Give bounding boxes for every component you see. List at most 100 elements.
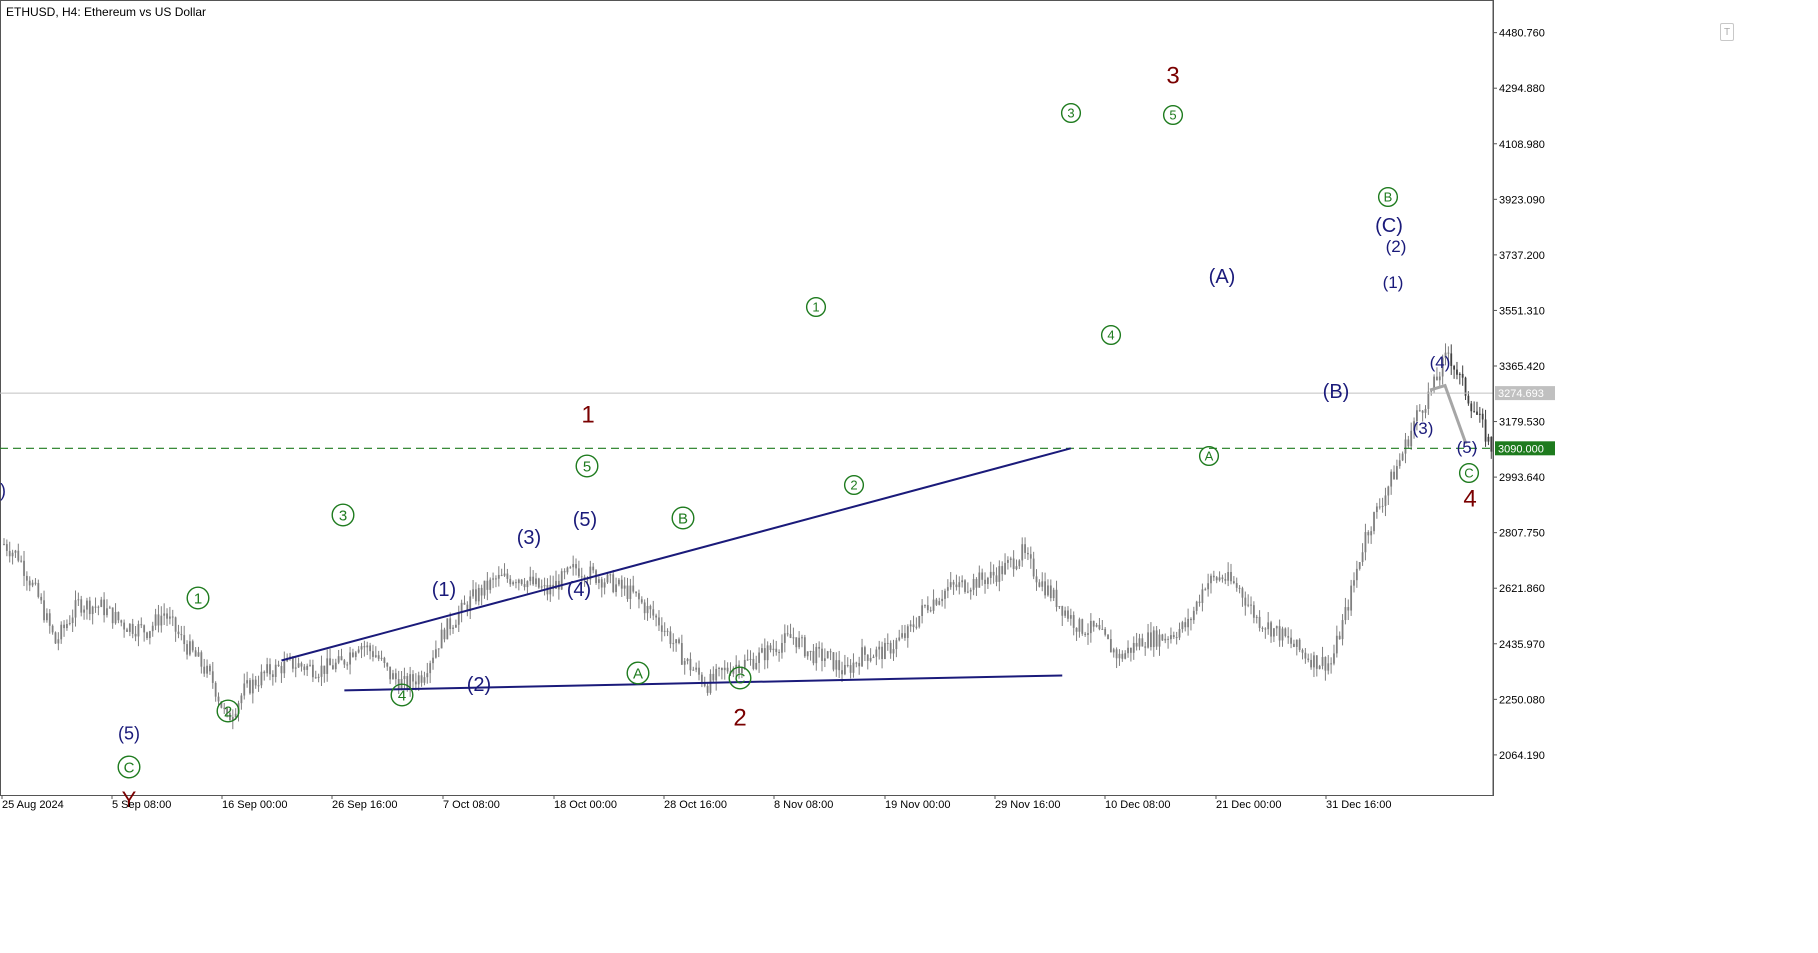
candle-body bbox=[1321, 657, 1324, 666]
candle-body bbox=[1393, 471, 1395, 480]
candle-body bbox=[1072, 615, 1075, 628]
candle-body bbox=[1252, 605, 1255, 618]
candle-body bbox=[761, 648, 763, 653]
candle-body bbox=[884, 642, 886, 660]
candle-body bbox=[1167, 638, 1169, 640]
candle-body bbox=[426, 673, 429, 678]
wave-label: 2 bbox=[224, 703, 232, 720]
candle-body bbox=[472, 589, 474, 597]
candle-body bbox=[672, 643, 675, 645]
candle-body bbox=[872, 656, 875, 659]
candle-body bbox=[623, 585, 626, 589]
candle-body bbox=[926, 605, 929, 611]
wave-label: (A) bbox=[1209, 266, 1236, 288]
candle-body bbox=[291, 656, 294, 669]
wave-label-circle bbox=[1198, 445, 1220, 467]
candle-body bbox=[1250, 604, 1252, 606]
candle-body bbox=[1215, 577, 1218, 581]
candle-body bbox=[432, 657, 434, 664]
candle-body bbox=[151, 625, 154, 632]
candle-body bbox=[1310, 659, 1312, 668]
candle-body bbox=[380, 657, 383, 659]
candle-body bbox=[154, 614, 157, 626]
candle-body bbox=[1127, 647, 1129, 654]
candle-body bbox=[117, 611, 120, 621]
candle-body bbox=[94, 606, 97, 608]
candle-body bbox=[806, 651, 809, 657]
candle-body bbox=[904, 633, 906, 638]
candle-body bbox=[1450, 353, 1453, 366]
candle-body bbox=[1470, 403, 1473, 412]
candle-body bbox=[17, 550, 20, 561]
candle-body bbox=[43, 600, 45, 621]
candle-body bbox=[1190, 618, 1192, 621]
candle-body bbox=[1175, 637, 1178, 639]
candle-body bbox=[1009, 558, 1012, 560]
candle-body bbox=[523, 584, 526, 588]
candle-body bbox=[1335, 635, 1338, 654]
candle-body bbox=[1061, 606, 1064, 616]
wave-label: A bbox=[1205, 449, 1214, 464]
candle-body bbox=[1481, 413, 1484, 420]
candle-body bbox=[655, 615, 658, 618]
candle-body bbox=[1390, 471, 1393, 487]
candle-body bbox=[735, 664, 738, 669]
y-tick-label: 3365.420 bbox=[1499, 361, 1545, 373]
candle-body bbox=[1124, 653, 1127, 659]
candle-body bbox=[949, 582, 952, 588]
wave-label: 4 bbox=[398, 687, 406, 704]
candle-body bbox=[961, 580, 964, 583]
wave-label: 1 bbox=[812, 300, 819, 315]
candle-body bbox=[1327, 663, 1330, 671]
candle-body bbox=[297, 663, 300, 668]
candle-body bbox=[495, 578, 497, 580]
candle-body bbox=[1304, 652, 1307, 659]
candle-body bbox=[309, 664, 311, 666]
candle-body bbox=[183, 635, 186, 645]
candle-body bbox=[666, 630, 669, 632]
candle-body bbox=[615, 584, 617, 593]
candle-body bbox=[1227, 571, 1230, 581]
candle-body bbox=[841, 670, 843, 675]
candle-body bbox=[8, 550, 11, 557]
candle-body bbox=[1453, 365, 1455, 370]
candle-body bbox=[660, 625, 663, 632]
candle-body bbox=[217, 696, 220, 702]
candle-body bbox=[1121, 653, 1124, 659]
candle-body bbox=[603, 582, 606, 588]
candle-body bbox=[1295, 639, 1298, 647]
wave-label: (3) bbox=[1413, 419, 1434, 438]
wave-label-circle bbox=[1458, 462, 1480, 484]
x-tick-label: 10 Dec 08:00 bbox=[1105, 799, 1170, 811]
wave-label: 2 bbox=[733, 705, 746, 732]
candle-body bbox=[40, 596, 43, 601]
candle-body bbox=[921, 605, 924, 616]
candle-body bbox=[31, 582, 34, 586]
wave-label: C bbox=[1464, 466, 1473, 481]
candle-body bbox=[1407, 439, 1410, 447]
candle-body bbox=[720, 667, 723, 671]
trade-button[interactable]: T bbox=[1720, 23, 1734, 41]
candle-body bbox=[392, 673, 394, 680]
candle-body bbox=[48, 613, 51, 626]
candle-body bbox=[755, 662, 758, 669]
x-tick-label: 16 Sep 00:00 bbox=[222, 799, 287, 811]
candle-body bbox=[1441, 357, 1444, 377]
trendline bbox=[281, 447, 1072, 662]
candle-body bbox=[998, 566, 1001, 582]
candle-body bbox=[260, 671, 263, 686]
wave-label: 5 bbox=[583, 458, 591, 475]
candle-body bbox=[1287, 636, 1290, 638]
candle-body bbox=[412, 674, 414, 682]
candle-body bbox=[1041, 581, 1044, 587]
x-tick-label: 21 Dec 00:00 bbox=[1216, 799, 1281, 811]
wave-label: (5) bbox=[573, 509, 597, 531]
candle-body bbox=[1384, 495, 1387, 506]
candle-body bbox=[632, 585, 635, 592]
candle-body bbox=[846, 664, 849, 666]
candle-body bbox=[306, 665, 309, 670]
candle-body bbox=[1315, 655, 1318, 669]
candle-body bbox=[1401, 453, 1404, 461]
